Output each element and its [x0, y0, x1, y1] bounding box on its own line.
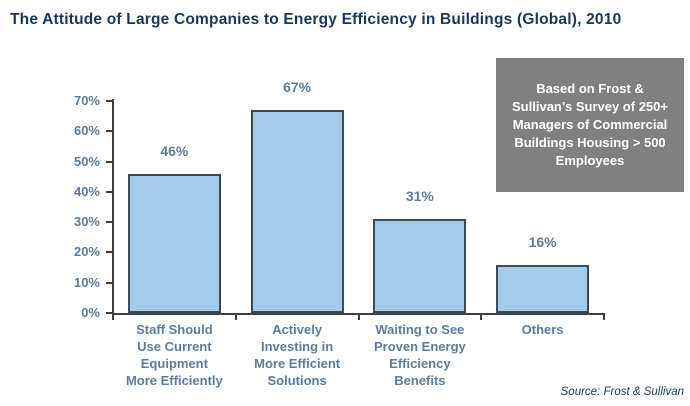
x-axis-tick [603, 315, 605, 320]
y-axis-tick [106, 190, 112, 193]
chart-title: The Attitude of Large Companies to Energ… [10, 11, 622, 28]
x-axis-tick [234, 315, 237, 320]
y-axis-tick [106, 160, 112, 163]
y-axis-tick-label: 20% [73, 244, 100, 260]
x-category-label: Waiting to See Proven Energy Efficiency Ben… [373, 322, 466, 388]
bar-value-label: 31% [405, 188, 434, 205]
y-axis-tick [106, 130, 112, 133]
x-axis-tick [357, 315, 360, 320]
survey-note-box: Based on Frost & Sullivan’s Survey of 25… [496, 58, 684, 192]
y-axis-tick [106, 251, 112, 254]
x-axis-tick [112, 315, 114, 320]
bar-value-label: 46% [160, 142, 189, 159]
y-axis-tick [106, 312, 112, 314]
bar-value-label: 16% [528, 233, 557, 250]
y-axis-tick [106, 100, 112, 102]
bar-1 [127, 173, 221, 313]
source-note: Source: Frost & Sullivan [560, 386, 684, 398]
x-axis-line [112, 313, 605, 315]
y-axis-line [112, 99, 114, 315]
bar-value-label: 67% [283, 79, 312, 96]
x-category-label: Others [521, 322, 564, 337]
y-axis-tick-label: 30% [73, 214, 100, 230]
x-category-label: Actively Investing in More Efficient Soluti… [254, 322, 341, 388]
y-axis-tick-label: 40% [73, 183, 100, 199]
bar-3 [373, 219, 467, 313]
bar-4 [496, 264, 590, 313]
y-axis-tick-label: 0% [81, 305, 100, 320]
y-axis-tick [106, 221, 112, 224]
y-axis-tick [106, 281, 112, 284]
y-axis-tick-label: 50% [73, 153, 100, 169]
x-category-label: Staff Should Use Current Equipment More Eff… [125, 322, 223, 388]
y-axis-tick-label: 70% [73, 93, 100, 108]
x-axis-tick [480, 315, 483, 320]
y-axis-tick-label: 60% [73, 123, 100, 139]
bar-2 [250, 110, 344, 313]
y-axis-tick-label: 10% [73, 274, 100, 290]
